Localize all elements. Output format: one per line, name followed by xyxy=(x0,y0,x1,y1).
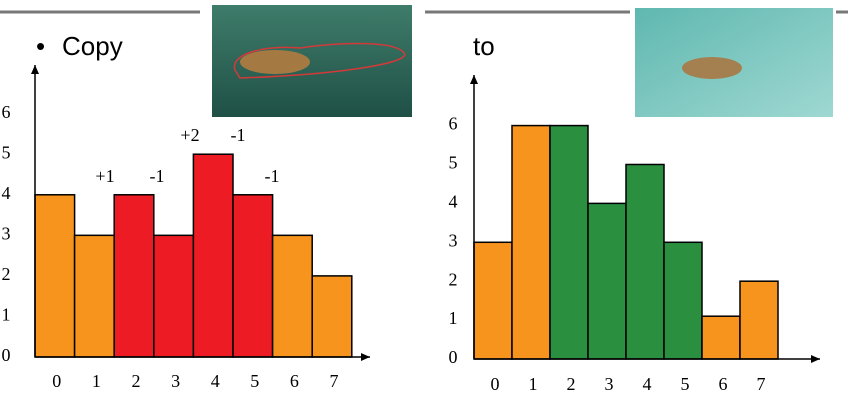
x-tick-label: 7 xyxy=(757,374,766,394)
annotation: -1 xyxy=(265,166,280,186)
annotation: -1 xyxy=(150,166,165,186)
y-tick-label: 4 xyxy=(2,183,11,203)
axis-arrow xyxy=(361,353,370,361)
x-tick-label: 2 xyxy=(567,374,576,394)
slide-text: Copy xyxy=(62,31,123,61)
bullet: • xyxy=(36,31,45,61)
axis-arrow xyxy=(811,355,820,363)
y-tick-label: 3 xyxy=(2,223,11,243)
axis-arrow xyxy=(470,75,478,84)
photo-source xyxy=(212,5,412,117)
annotation: +1 xyxy=(95,166,114,186)
y-tick-label: 2 xyxy=(449,269,458,289)
y-tick-label: 5 xyxy=(449,153,458,173)
y-tick-label: 2 xyxy=(2,264,11,284)
x-tick-label: 3 xyxy=(605,374,614,394)
bar xyxy=(549,124,589,360)
y-tick-label: 0 xyxy=(449,347,458,367)
bar xyxy=(113,194,155,358)
bar xyxy=(232,194,274,358)
x-tick-label: 1 xyxy=(529,374,538,394)
bar xyxy=(153,234,195,358)
bar xyxy=(587,202,627,360)
bar xyxy=(192,153,234,358)
x-tick-label: 2 xyxy=(132,371,141,391)
annotation: -1 xyxy=(231,125,246,145)
bar xyxy=(73,234,115,358)
x-tick-label: 6 xyxy=(719,374,728,394)
y-tick-label: 5 xyxy=(2,142,11,162)
bar xyxy=(311,275,353,358)
x-tick-label: 0 xyxy=(52,371,61,391)
bar xyxy=(473,241,513,360)
x-tick-label: 6 xyxy=(290,371,299,391)
x-tick-label: 0 xyxy=(491,374,500,394)
x-tick-label: 3 xyxy=(171,371,180,391)
x-tick-label: 4 xyxy=(643,374,652,394)
annotation: +2 xyxy=(180,125,199,145)
bar xyxy=(701,315,741,360)
bar xyxy=(739,280,779,360)
y-tick-label: 3 xyxy=(449,230,458,250)
x-tick-label: 7 xyxy=(330,371,339,391)
bar xyxy=(511,124,551,360)
bar xyxy=(34,194,76,358)
slide-text: to xyxy=(473,31,495,61)
photo-target xyxy=(635,8,833,117)
bar xyxy=(271,234,313,358)
y-tick-label: 6 xyxy=(2,102,11,122)
x-tick-label: 4 xyxy=(211,371,220,391)
y-tick-label: 6 xyxy=(449,114,458,134)
x-tick-label: 1 xyxy=(92,371,101,391)
y-tick-label: 0 xyxy=(2,345,11,365)
y-tick-label: 1 xyxy=(449,308,458,328)
bar xyxy=(625,163,665,360)
bar xyxy=(663,241,703,360)
y-tick-label: 1 xyxy=(2,305,11,325)
y-tick-label: 4 xyxy=(449,192,458,212)
x-tick-label: 5 xyxy=(681,374,690,394)
axis-arrow xyxy=(31,65,39,74)
x-tick-label: 5 xyxy=(250,371,259,391)
